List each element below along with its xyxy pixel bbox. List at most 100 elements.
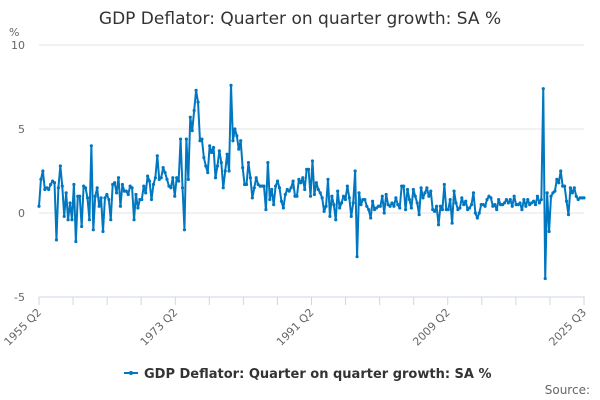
data-point (477, 211, 481, 215)
data-point (206, 171, 210, 175)
data-point (289, 186, 293, 190)
data-point (215, 164, 220, 168)
data-point (390, 201, 394, 205)
data-point (163, 171, 167, 175)
data-point (147, 179, 152, 183)
data-point (411, 187, 415, 192)
data-point (126, 192, 130, 197)
data-point (324, 204, 328, 208)
data-point (326, 177, 330, 181)
data-point (97, 204, 101, 208)
data-point (320, 196, 324, 200)
data-point (452, 189, 456, 193)
data-point (223, 169, 227, 173)
data-point (299, 181, 303, 185)
data-point (557, 181, 561, 185)
data-point (124, 189, 128, 193)
data-point (235, 134, 239, 138)
data-point (93, 194, 97, 198)
data-point (402, 184, 406, 188)
data-point (357, 191, 361, 195)
data-point (301, 176, 305, 180)
data-point (190, 129, 194, 133)
data-point (186, 177, 190, 181)
data-point (497, 197, 501, 202)
y-tick-label: -5 (14, 291, 25, 304)
data-point (165, 177, 169, 181)
data-point (493, 203, 497, 207)
data-point (219, 161, 223, 165)
data-point (134, 192, 138, 197)
data-point (322, 209, 326, 213)
series-line (38, 84, 584, 280)
data-point (295, 194, 299, 198)
x-tick-label: 2009 Q2 (410, 306, 453, 349)
data-point (471, 191, 476, 195)
data-point (438, 204, 443, 208)
data-point (336, 189, 340, 193)
data-point (297, 177, 301, 181)
data-point (543, 276, 547, 281)
data-point (83, 186, 88, 190)
source-label: Source: (545, 383, 590, 397)
data-point (413, 194, 417, 198)
data-point (334, 218, 338, 222)
data-point (130, 186, 134, 190)
data-point (178, 137, 183, 141)
data-point (425, 186, 429, 190)
data-point (343, 197, 348, 202)
data-point (287, 189, 291, 193)
data-point (248, 176, 253, 180)
data-point (114, 191, 119, 195)
data-point (566, 213, 571, 217)
data-point (502, 201, 507, 205)
data-point (341, 194, 346, 198)
data-point (266, 161, 270, 165)
data-point (196, 100, 200, 104)
data-point (262, 184, 266, 188)
data-point (270, 187, 274, 192)
data-point (169, 186, 173, 190)
data-point (241, 166, 245, 170)
data-point (351, 201, 355, 205)
data-point (283, 192, 287, 197)
y-axis-unit-label: % (9, 26, 19, 39)
data-point (572, 186, 576, 190)
data-point (132, 218, 136, 222)
data-point (415, 201, 419, 205)
data-point (144, 191, 148, 195)
data-point (252, 186, 256, 190)
data-point (553, 189, 557, 193)
data-point (101, 229, 105, 234)
data-point (47, 187, 51, 192)
data-point (473, 211, 477, 215)
data-point (85, 196, 90, 200)
data-point (427, 194, 431, 198)
data-point (409, 206, 413, 210)
data-point (522, 197, 526, 202)
data-point (533, 203, 538, 207)
data-point (225, 152, 229, 156)
data-point (403, 208, 408, 212)
data-point (531, 199, 536, 203)
data-point (382, 211, 386, 215)
legend[interactable]: GDP Deflator: Quarter on quarter growth:… (124, 367, 492, 382)
data-point (378, 204, 382, 208)
data-point (52, 181, 57, 185)
data-point (268, 197, 272, 202)
data-point (407, 197, 412, 202)
data-point (175, 176, 179, 180)
data-point (229, 83, 233, 87)
x-tick-label: 1955 Q2 (2, 306, 45, 349)
data-point (39, 177, 43, 181)
data-point (120, 182, 124, 187)
data-point (520, 208, 524, 212)
x-tick-label: 1973 Q2 (138, 306, 181, 349)
data-point (308, 194, 313, 198)
legend-label: GDP Deflator: Quarter on quarter growth:… (144, 367, 492, 382)
data-point (62, 214, 66, 218)
data-point (506, 201, 510, 205)
data-point (274, 184, 278, 188)
data-point (460, 196, 464, 200)
